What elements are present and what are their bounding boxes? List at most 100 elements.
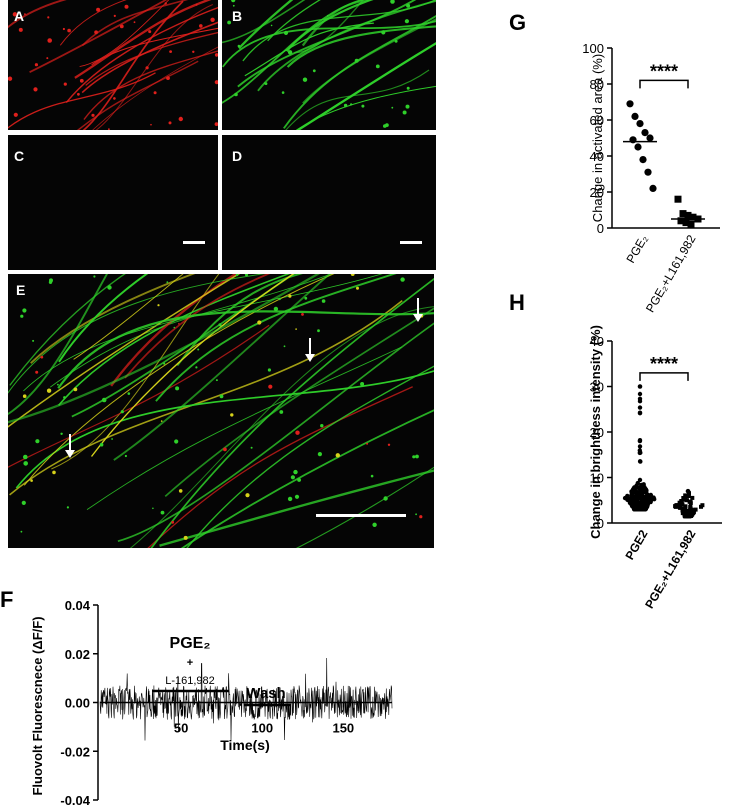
h-data-point: [625, 497, 630, 502]
neurite-fiber: [23, 274, 383, 392]
h-data-point: [632, 503, 637, 508]
h-data-point: [646, 495, 651, 501]
puncta-dot: [302, 77, 308, 82]
h-data-point: [639, 491, 645, 497]
puncta-dot: [394, 39, 398, 43]
h-data-point: [637, 411, 643, 416]
h-data-point: [629, 503, 635, 508]
neurite-fiber: [58, 274, 149, 363]
h-data-point: [683, 504, 688, 509]
h-data-point: [637, 500, 642, 506]
h-data-point: [686, 514, 691, 518]
h-data-point: [640, 505, 646, 510]
puncta-dot: [406, 3, 411, 8]
h-data-point: [677, 504, 681, 509]
h-data-point: [637, 506, 642, 512]
h-data-point: [691, 511, 695, 516]
puncta-dot: [195, 3, 198, 6]
neurite-fiber: [76, 60, 199, 130]
puncta-dot: [192, 50, 195, 53]
h-data-point: [679, 499, 684, 504]
h-data-point: [637, 506, 643, 512]
h-data-point: [639, 507, 645, 512]
neurite-fiber: [30, 274, 196, 364]
h-data-point: [640, 506, 645, 512]
h-data-point: [645, 504, 650, 509]
h-data-point: [641, 506, 647, 511]
puncta-dot: [404, 19, 409, 24]
puncta-dot: [412, 455, 416, 459]
neurite-fiber: [8, 274, 108, 415]
puncta-dot: [63, 396, 66, 399]
h-data-point: [630, 504, 635, 509]
h-data-point: [641, 507, 647, 512]
neurite-fiber: [9, 300, 403, 496]
h-data-point: [643, 505, 648, 511]
puncta-dot: [267, 368, 271, 372]
neurite-fiber: [296, 85, 436, 130]
puncta-dot: [335, 453, 340, 458]
neurite-fiber: [91, 27, 218, 66]
puncta-dot: [171, 520, 175, 524]
h-data-point: [686, 510, 690, 515]
h-data-point: [642, 507, 647, 512]
h-data-point: [688, 512, 693, 516]
h-data-point: [636, 490, 641, 495]
h-data-point: [630, 503, 636, 508]
h-data-point: [685, 498, 689, 503]
puncta-dot: [415, 513, 417, 516]
neurite-fiber: [244, 22, 374, 77]
f-xlabel: Time(s): [220, 737, 270, 753]
h-data-point: [636, 507, 641, 512]
h-data-point: [685, 514, 690, 519]
puncta-dot: [375, 64, 380, 69]
h-data-point: [635, 505, 641, 511]
puncta-dot: [23, 461, 28, 466]
puncta-dot: [8, 76, 13, 81]
puncta-dot: [60, 432, 63, 435]
puncta-dot: [99, 442, 104, 447]
h-data-point: [622, 495, 628, 501]
puncta-dot: [326, 14, 329, 17]
puncta-dot: [312, 69, 316, 73]
puncta-dot: [391, 106, 394, 109]
h-data-point: [635, 507, 640, 512]
h-data-point: [638, 507, 643, 512]
h-data-point: [689, 514, 693, 518]
h-data-point: [638, 502, 643, 507]
puncta-dot: [168, 121, 172, 125]
h-data-point: [684, 514, 689, 519]
h-data-point: [634, 491, 639, 496]
h-significance-bracket: [639, 372, 689, 381]
h-data-point: [642, 503, 647, 508]
h-data-point: [633, 507, 638, 512]
g-category-label: PGE₂+L161,982: [643, 232, 699, 315]
g-tick-label: 100: [582, 41, 604, 56]
h-significance-stars: ****: [650, 354, 678, 374]
h-data-point: [637, 489, 643, 494]
puncta-dot: [145, 66, 149, 70]
h-data-point: [643, 494, 648, 499]
neurite-fiber: [86, 346, 402, 511]
h-data-point: [677, 505, 682, 510]
h-data-point: [647, 496, 652, 501]
f-x-tick-label: 100: [251, 721, 273, 736]
h-data-point: [641, 505, 646, 511]
h-data-point: [645, 502, 650, 507]
h-data-point: [641, 504, 647, 510]
h-data-point: [636, 500, 641, 506]
h-data-point: [673, 504, 678, 509]
puncta-dot: [133, 21, 136, 24]
h-data-point: [681, 496, 686, 500]
h-data-point: [634, 506, 639, 511]
h-data-point: [635, 507, 640, 512]
h-data-point: [680, 511, 685, 516]
h-data-point: [634, 507, 640, 512]
g-tick-label: 20: [590, 185, 604, 200]
h-data-point: [643, 502, 648, 508]
h-data-point: [629, 492, 634, 498]
puncta-dot: [283, 30, 289, 35]
puncta-dot: [199, 24, 203, 28]
neurite-fiber: [295, 41, 436, 130]
h-data-point: [637, 477, 643, 483]
